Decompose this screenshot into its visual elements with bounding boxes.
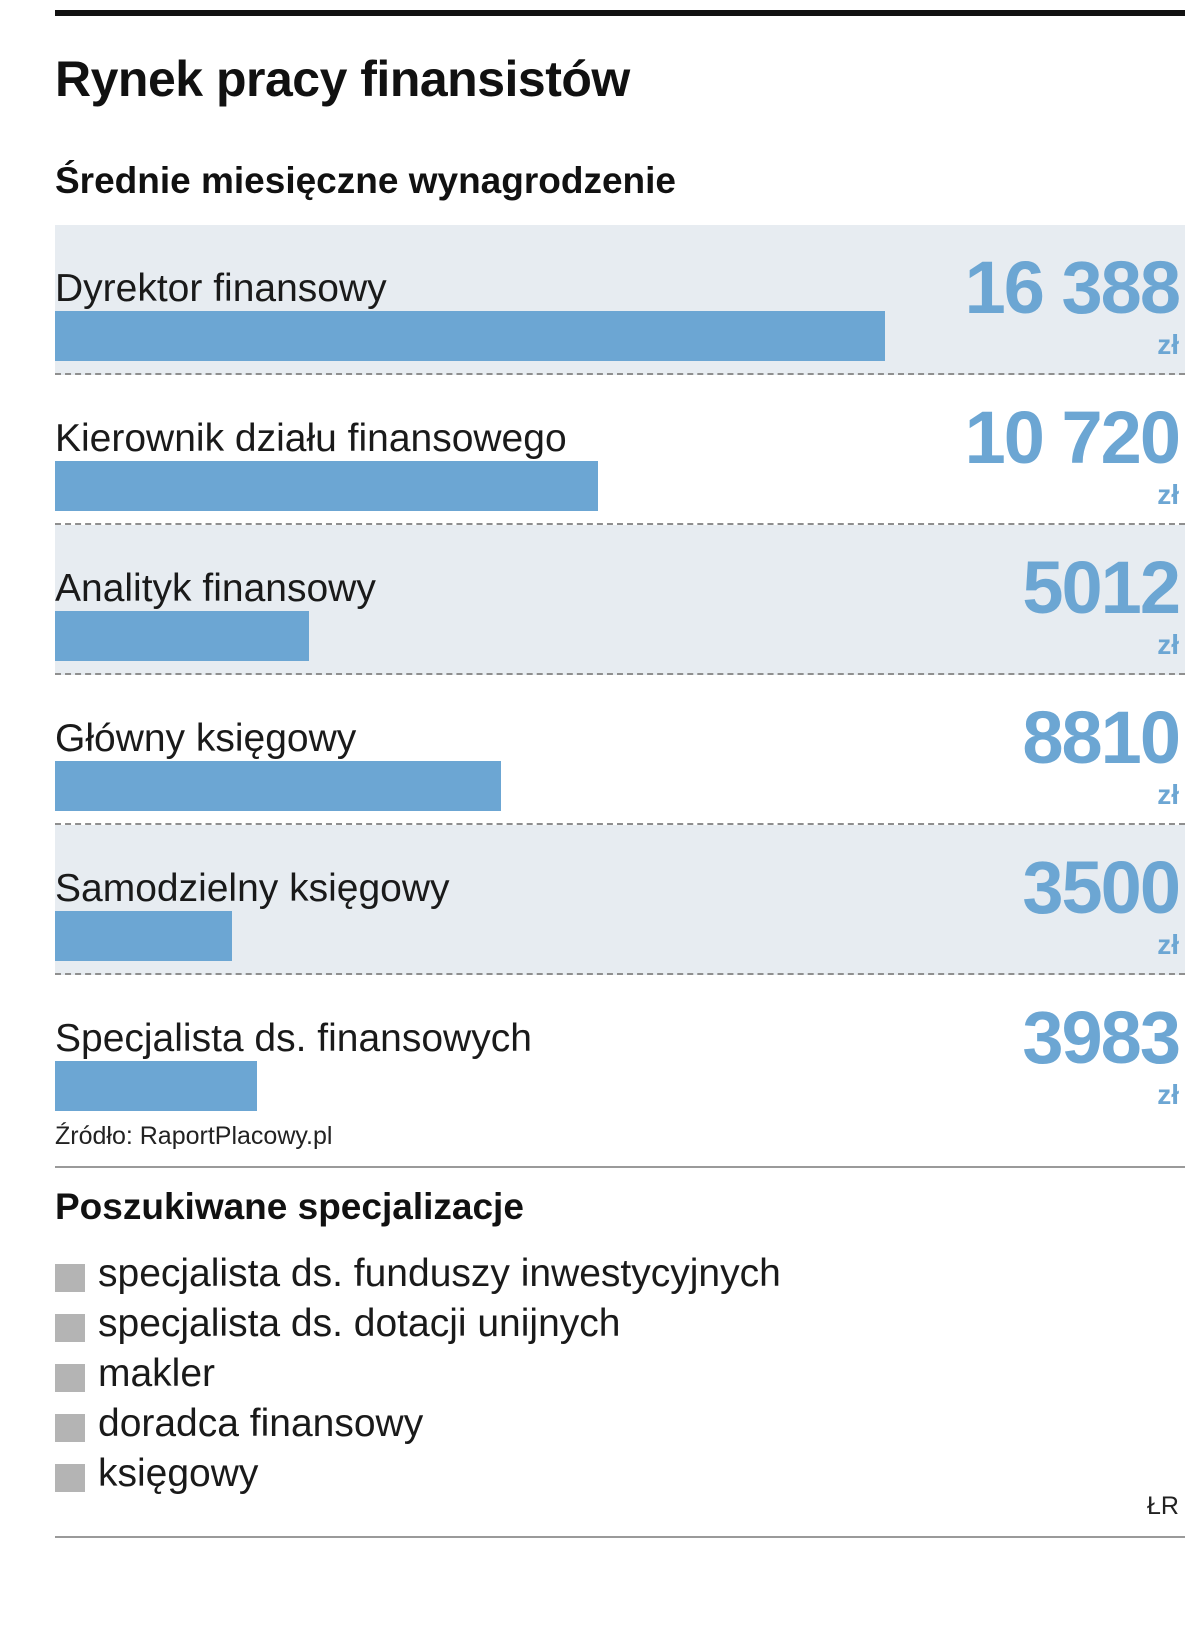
bar	[55, 911, 232, 961]
page-title: Rynek pracy finansistów	[55, 51, 630, 107]
top-rule	[55, 10, 1185, 16]
list-item: specjalista ds. funduszy inwestycyjnych	[55, 1252, 1155, 1302]
category-label: Samodzielny księgowy	[55, 867, 450, 910]
chart-row: Samodzielny księgowy 3500 zł	[55, 825, 1185, 975]
value-label: 16 388	[964, 246, 1181, 329]
section-divider	[55, 1166, 1185, 1168]
value-label: 8810	[1022, 696, 1181, 779]
value-label: 3500	[1022, 846, 1181, 929]
source-note: Źródło: RaportPlacowy.pl	[55, 1122, 333, 1150]
specializations-list: specjalista ds. funduszy inwestycyjnych s…	[55, 1252, 1155, 1502]
list-item: księgowy	[55, 1452, 1155, 1502]
value-label: 10 720	[964, 396, 1181, 479]
bar	[55, 1061, 257, 1111]
specialization-label: doradca finansowy	[98, 1402, 424, 1445]
specialization-label: makler	[98, 1352, 216, 1395]
square-bullet-icon	[55, 1364, 85, 1392]
unit-label: zł	[1157, 1079, 1179, 1110]
category-label: Specjalista ds. finansowych	[55, 1017, 532, 1060]
infographic: Rynek pracy finansistów Średnie miesięcz…	[55, 0, 1185, 1630]
row-separator	[55, 673, 1185, 675]
author-credit: ŁR	[1147, 1492, 1179, 1520]
unit-label: zł	[1157, 479, 1179, 510]
list-item: makler	[55, 1352, 1155, 1402]
chart-row: Specjalista ds. finansowych 3983 zł	[55, 975, 1185, 1125]
row-separator	[55, 373, 1185, 375]
list-item: doradca finansowy	[55, 1402, 1155, 1452]
row-separator	[55, 823, 1185, 825]
specialization-label: specjalista ds. funduszy inwestycyjnych	[98, 1252, 781, 1295]
category-label: Kierownik działu finansowego	[55, 417, 567, 460]
square-bullet-icon	[55, 1314, 85, 1342]
square-bullet-icon	[55, 1414, 85, 1442]
bottom-rule	[55, 1536, 1185, 1538]
bar	[55, 311, 885, 361]
chart-row: Dyrektor finansowy 16 388 zł	[55, 225, 1185, 375]
unit-label: zł	[1157, 779, 1179, 810]
unit-label: zł	[1157, 629, 1179, 660]
chart-row: Główny księgowy 8810 zł	[55, 675, 1185, 825]
bar	[55, 761, 501, 811]
square-bullet-icon	[55, 1264, 85, 1292]
salary-bar-chart: Dyrektor finansowy 16 388 zł Kierownik dzia…	[55, 225, 1185, 1130]
list-item: specjalista ds. dotacji unijnych	[55, 1302, 1155, 1352]
value-label: 3983	[1022, 996, 1181, 1079]
chart-row: Kierownik działu finansowego 10 720 zł	[55, 375, 1185, 525]
category-label: Główny księgowy	[55, 717, 357, 760]
specialization-label: księgowy	[98, 1452, 259, 1495]
chart-row: Analityk finansowy 5012 zł	[55, 525, 1185, 675]
specialization-label: specjalista ds. dotacji unijnych	[98, 1302, 621, 1345]
chart-subtitle: Średnie miesięczne wynagrodzenie	[55, 160, 676, 201]
unit-label: zł	[1157, 929, 1179, 960]
category-label: Dyrektor finansowy	[55, 267, 387, 310]
value-label: 5012	[1022, 546, 1181, 629]
category-label: Analityk finansowy	[55, 567, 376, 610]
bar	[55, 611, 309, 661]
row-separator	[55, 523, 1185, 525]
square-bullet-icon	[55, 1464, 85, 1492]
row-separator	[55, 973, 1185, 975]
unit-label: zł	[1157, 329, 1179, 360]
specializations-heading: Poszukiwane specjalizacje	[55, 1186, 524, 1227]
bar	[55, 461, 598, 511]
